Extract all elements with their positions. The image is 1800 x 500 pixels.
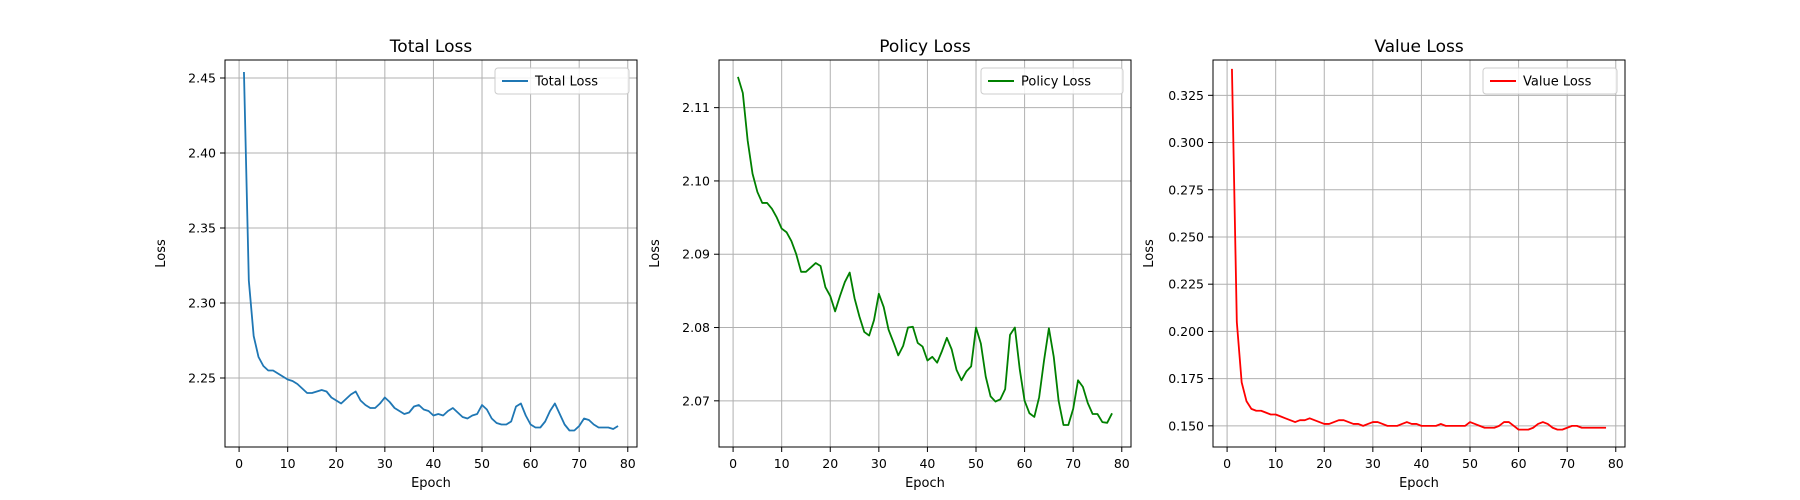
x-tick-label: 70 [571, 456, 587, 471]
x-tick-label: 40 [1413, 456, 1429, 471]
legend-label: Policy Loss [1021, 75, 1091, 90]
y-tick-label: 0.275 [1168, 182, 1204, 197]
x-tick-label: 80 [620, 456, 636, 471]
x-tick-label: 50 [1462, 456, 1478, 471]
axes-frame [1212, 59, 1626, 448]
x-tick-label: 80 [1608, 456, 1624, 471]
y-tick-label: 0.325 [1168, 88, 1204, 103]
x-axis-label: Epoch [411, 476, 451, 491]
y-tick-label: 2.25 [188, 371, 216, 386]
y-tick-label: 0.150 [1168, 418, 1204, 433]
y-tick-label: 2.08 [682, 320, 710, 335]
y-tick-label: 2.10 [682, 173, 710, 188]
x-tick-label: 0 [1223, 456, 1231, 471]
legend-label: Total Loss [534, 75, 598, 90]
x-tick-label: 60 [1017, 456, 1033, 471]
chart-title: Policy Loss [879, 37, 971, 57]
x-tick-label: 0 [235, 456, 243, 471]
y-tick-label: 0.225 [1168, 277, 1204, 292]
legend-label: Value Loss [1523, 75, 1592, 90]
legend: Value Loss [1482, 67, 1618, 95]
y-tick-label: 2.30 [188, 296, 216, 311]
y-axis-label: Loss [1142, 239, 1157, 268]
legend: Policy Loss [980, 67, 1124, 95]
y-tick-label: 0.300 [1168, 135, 1204, 150]
chart-title: Value Loss [1374, 37, 1464, 57]
x-tick-label: 20 [1316, 456, 1332, 471]
x-tick-label: 60 [1511, 456, 1527, 471]
value-loss-chart: 0 10 20 30 40 50 60 70 80 0.150 0.175 0.200 0.225 0.2… [1142, 37, 1626, 491]
y-tick-label: 0.200 [1168, 324, 1204, 339]
x-tick-label: 50 [968, 456, 984, 471]
x-tick-label: 20 [822, 456, 838, 471]
axes-frame [224, 59, 638, 448]
y-axis-label: Loss [648, 239, 663, 268]
x-tick-label: 40 [425, 456, 441, 471]
y-tick-label: 2.35 [188, 221, 216, 236]
x-tick-label: 0 [729, 456, 737, 471]
x-tick-label: 70 [1065, 456, 1081, 471]
y-tick-label: 0.250 [1168, 229, 1204, 244]
axes-frame [718, 59, 1132, 448]
total-loss-chart: 0 10 20 30 40 50 60 70 80 2.25 2.30 2.35 2.40 2.45 Tot… [154, 37, 638, 491]
x-tick-label: 20 [328, 456, 344, 471]
x-tick-label: 30 [871, 456, 887, 471]
x-tick-label: 10 [280, 456, 296, 471]
y-tick-label: 2.11 [682, 100, 710, 115]
series-line-total-loss [243, 71, 619, 432]
x-tick-label: 70 [1559, 456, 1575, 471]
y-tick-label: 2.40 [188, 146, 216, 161]
x-tick-label: 40 [919, 456, 935, 471]
x-tick-label: 60 [523, 456, 539, 471]
x-tick-label: 30 [377, 456, 393, 471]
y-tick-label: 2.07 [682, 393, 710, 408]
x-axis-label: Epoch [1399, 476, 1439, 491]
legend-box [494, 67, 630, 95]
y-axis-label: Loss [154, 239, 169, 268]
y-tick-label: 2.45 [188, 71, 216, 86]
legend: Total Loss [494, 67, 630, 95]
legend-box [1482, 67, 1618, 95]
x-tick-label: 10 [1268, 456, 1284, 471]
series-line-value-loss [1231, 68, 1607, 431]
x-tick-label: 10 [774, 456, 790, 471]
x-tick-label: 30 [1365, 456, 1381, 471]
x-axis-label: Epoch [905, 476, 945, 491]
series-line-policy-loss [737, 76, 1113, 426]
legend-box [980, 67, 1124, 95]
chart-title: Total Loss [389, 37, 473, 57]
y-tick-label: 2.09 [682, 247, 710, 262]
policy-loss-chart: 0 10 20 30 40 50 60 70 80 2.07 2.08 2.09 2.10 2.11 Pol… [648, 37, 1132, 491]
x-tick-label: 80 [1114, 456, 1130, 471]
x-tick-label: 50 [474, 456, 490, 471]
y-tick-label: 0.175 [1168, 371, 1204, 386]
